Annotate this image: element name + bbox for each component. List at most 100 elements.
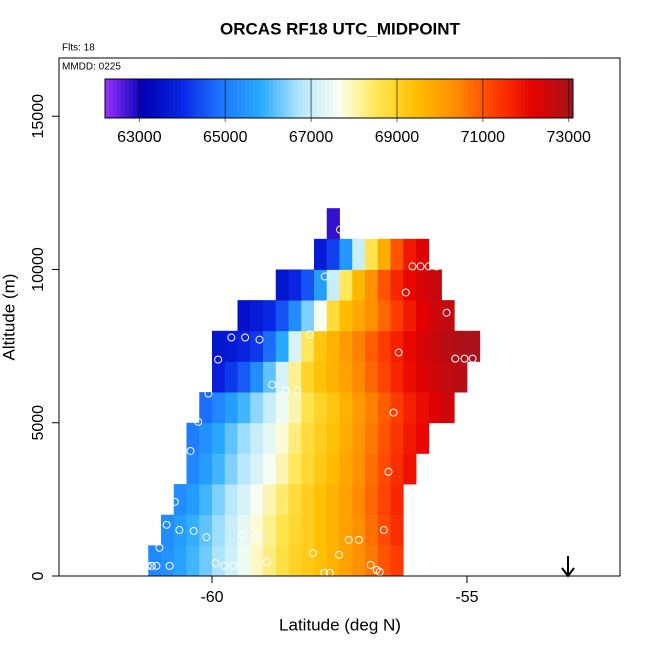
heatmap-cell [199, 453, 213, 485]
colorbar-swatch [357, 79, 362, 118]
colorbar-swatch [257, 79, 262, 118]
sample-point [354, 535, 363, 544]
heatmap-cell [250, 361, 264, 393]
plot-frame [58, 57, 621, 577]
colorbar-swatch [521, 79, 526, 118]
colorbar-swatch [385, 79, 390, 118]
colorbar-swatch [409, 79, 414, 118]
heatmap-cell [365, 545, 379, 577]
sample-point [202, 533, 211, 542]
sample-point [344, 535, 353, 544]
heatmap-cell [390, 300, 404, 332]
sample-point [451, 354, 460, 363]
colorbar-swatch [165, 79, 170, 118]
heatmap-cell [148, 545, 162, 577]
sample-point [143, 561, 152, 570]
sample-point [194, 417, 203, 426]
colorbar-swatch [221, 79, 226, 118]
colorbar-swatch [121, 79, 126, 118]
heatmap-cell [237, 300, 251, 332]
heatmap-cell [301, 330, 315, 362]
sample-point [255, 335, 264, 344]
colorbar-swatch [201, 79, 206, 118]
heatmap-cell [186, 514, 200, 546]
colorbar-swatch [113, 79, 118, 118]
colorbar-swatch [405, 79, 410, 118]
heatmap-cell [403, 300, 417, 332]
sample-point [394, 348, 403, 357]
colorbar-swatch [453, 79, 458, 118]
sample-point [165, 561, 174, 570]
heatmap-cell [365, 422, 379, 454]
heatmap-cell [263, 300, 277, 332]
colorbar-tick-label: 67000 [289, 129, 334, 146]
sample-point [162, 520, 171, 529]
x-tick-label: -55 [455, 589, 478, 606]
heatmap-cell [428, 361, 442, 393]
colorbar-swatch [289, 79, 294, 118]
heatmap-cell [403, 330, 417, 362]
heatmap-cell [212, 361, 226, 393]
heatmap-cell [224, 422, 238, 454]
colorbar-swatch [345, 79, 350, 118]
heatmap-cell [352, 453, 366, 485]
heatmap-cell [161, 545, 175, 577]
heatmap-cell [390, 422, 404, 454]
heatmap-cell [390, 545, 404, 577]
colorbar-swatch [517, 79, 522, 118]
heatmap-cell [365, 484, 379, 516]
heatmap-cell [314, 453, 328, 485]
heatmap-cell [403, 238, 417, 270]
colorbar-frame [104, 78, 574, 119]
colorbar-swatch [213, 79, 218, 118]
sample-point [308, 549, 317, 558]
heatmap-cell [301, 422, 315, 454]
heatmap-cell [339, 453, 353, 485]
colorbar-swatch [473, 79, 478, 118]
heatmap-cell [352, 238, 366, 270]
heatmap-cell [224, 545, 238, 577]
heatmap-cell [339, 300, 353, 332]
colorbar-swatch [537, 79, 542, 118]
heatmap-cell [390, 269, 404, 301]
heatmap-cell [173, 514, 187, 546]
colorbar-swatch [153, 79, 158, 118]
heatmap-cell [250, 300, 264, 332]
colorbar-swatch [125, 79, 130, 118]
heatmap-cell [377, 361, 391, 393]
colorbar-swatch [245, 79, 250, 118]
heatmap-cell [326, 514, 340, 546]
colorbar-swatch [317, 79, 322, 118]
sample-point [336, 225, 345, 234]
sample-point [238, 530, 247, 539]
heatmap-cell [416, 361, 430, 393]
heatmap-cell [467, 330, 481, 362]
heatmap-cell [339, 269, 353, 301]
heatmap-cell [301, 484, 315, 516]
heatmap-cell [263, 453, 277, 485]
colorbar-tick-label: 63000 [117, 129, 162, 146]
colorbar-swatch [525, 79, 530, 118]
annotation: MMDD: 0225 [62, 62, 121, 73]
heatmap-cell [377, 392, 391, 424]
sample-point [432, 262, 441, 271]
heatmap-cell [428, 392, 442, 424]
colorbar-swatch [365, 79, 370, 118]
colorbar-swatch [493, 79, 498, 118]
sample-point [186, 446, 195, 455]
colorbar-swatch [449, 79, 454, 118]
heatmap-cell [173, 484, 187, 516]
heatmap-cell [377, 422, 391, 454]
heatmap-cell [454, 330, 468, 362]
sample-point [379, 526, 388, 535]
heatmap-cell [288, 545, 302, 577]
sample-point [442, 308, 451, 317]
x-tick-label: -60 [200, 589, 223, 606]
heatmap-cell [263, 545, 277, 577]
heatmap-cell [199, 484, 213, 516]
colorbar-swatch [133, 79, 138, 118]
colorbar-swatch [277, 79, 282, 118]
heatmap-cell [365, 514, 379, 546]
heatmap-cell [224, 392, 238, 424]
